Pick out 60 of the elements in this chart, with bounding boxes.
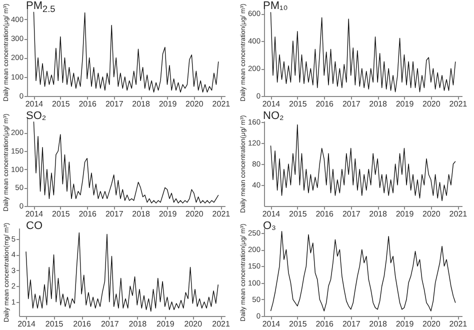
x-tick-label: 2019: [158, 210, 178, 218]
x-tick-label: 2015: [45, 320, 64, 328]
x-tick-label: 2014: [25, 210, 44, 218]
x-tick-label: 2019: [396, 100, 414, 108]
x-tick-label: 2018: [369, 320, 388, 328]
chart-title: SO₂: [26, 110, 46, 122]
x-tick-label: 2019: [396, 210, 414, 218]
x-tick-label: 2020: [422, 100, 441, 108]
x-tick-label: 2018: [132, 100, 150, 108]
x-tick-label: 2020: [184, 320, 203, 328]
chart-title: O₃: [263, 220, 276, 232]
x-tick-label: 2015: [52, 100, 70, 108]
x-tick-label: 2015: [52, 210, 70, 218]
x-tick-label: 2021: [449, 320, 468, 328]
x-tick-label: 2021: [212, 320, 230, 328]
x-tick-label: 2016: [316, 100, 334, 108]
x-tick-label: 2016: [73, 320, 92, 328]
x-tick-label: 2018: [369, 100, 388, 108]
line-series: [270, 230, 456, 312]
x-tick-label: 2015: [289, 320, 308, 328]
x-tick-label: 2014: [262, 100, 281, 108]
x-tick-label: 2015: [289, 100, 308, 108]
x-tick-label: 2014: [262, 210, 281, 218]
line-series: [33, 121, 219, 204]
x-tick-label: 2016: [78, 210, 98, 218]
x-tick-label: 2020: [186, 100, 204, 108]
x-tick-label: 2021: [212, 210, 231, 218]
x-tick-label: 2015: [289, 210, 308, 218]
x-tick-label: 2018: [369, 210, 388, 218]
x-tick-label: 2016: [316, 210, 334, 218]
x-tick-label: 2020: [186, 210, 204, 218]
line-series: [270, 124, 456, 202]
chart-title: NO₂: [263, 110, 284, 122]
x-tick-label: 2017: [100, 320, 120, 328]
x-tick-label: 2014: [262, 320, 281, 328]
x-tick-label: 2019: [156, 320, 175, 328]
x-tick-label: 2014: [25, 100, 44, 108]
x-tick-label: 2019: [396, 320, 414, 328]
line-series: [270, 12, 456, 92]
chart-title: PM$_{2.5}$: [26, 0, 56, 16]
x-tick-label: 2018: [132, 210, 150, 218]
x-tick-label: 2016: [316, 320, 334, 328]
x-tick-label: 2019: [158, 100, 178, 108]
x-tick-label: 2020: [422, 210, 441, 218]
x-tick-label: 2016: [78, 100, 98, 108]
x-tick-label: 2017: [105, 100, 124, 108]
x-tick-label: 2017: [342, 100, 361, 108]
chart-title: PM₁₀: [263, 0, 288, 12]
x-tick-label: 2020: [422, 320, 441, 328]
chart-title: CO: [26, 220, 42, 232]
x-tick-label: 2018: [128, 320, 148, 328]
line-series: [26, 232, 219, 312]
line-series: [33, 11, 219, 93]
x-tick-label: 2017: [105, 210, 124, 218]
x-tick-label: 2021: [449, 100, 468, 108]
x-tick-label: 2021: [212, 100, 231, 108]
x-tick-label: 2014: [18, 320, 36, 328]
x-tick-label: 2017: [342, 210, 361, 218]
x-tick-label: 2017: [342, 320, 361, 328]
x-tick-label: 2021: [449, 210, 468, 218]
